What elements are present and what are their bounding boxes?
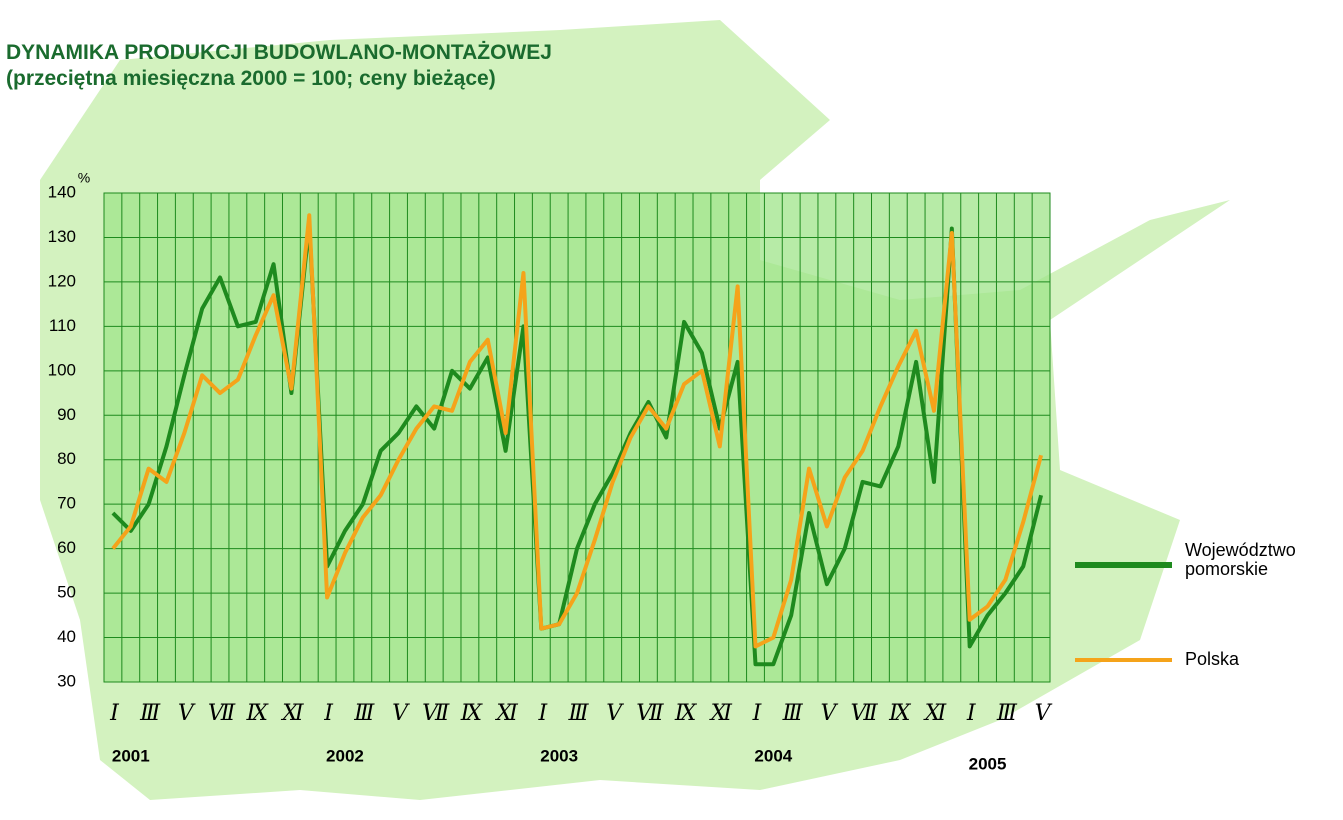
legend-label: Polska: [1185, 649, 1240, 669]
y-tick-label: 40: [57, 627, 76, 646]
y-tick-label: 140: [48, 182, 76, 201]
line-series: [111, 213, 1044, 649]
y-tick-label: 30: [57, 671, 76, 690]
y-tick-label: 110: [49, 316, 76, 335]
y-tick-label: 80: [57, 449, 76, 468]
y-axis-label: %: [78, 170, 90, 186]
year-label: 2001: [112, 746, 150, 765]
y-tick-label: 130: [48, 227, 76, 246]
legend-label: Województwo pomorskie: [1185, 540, 1296, 579]
chart-subtitle: (przeciętna miesięczna 2000 = 100; ceny …: [6, 67, 496, 90]
chart-title: DYNAMIKA PRODUKCJI BUDOWLANO-MONTAŻOWEJ: [6, 41, 552, 64]
title-block: DYNAMIKA PRODUKCJI BUDOWLANO-MONTAŻOWEJ …: [6, 40, 552, 92]
year-label: 2005: [969, 754, 1007, 773]
y-tick-label: 100: [48, 360, 76, 379]
y-tick-label: 90: [57, 405, 76, 424]
y-tick-label: 60: [57, 538, 76, 557]
y-tick-label: 70: [57, 494, 76, 513]
plot-area: [103, 192, 1051, 683]
x-tick-label: V: [1035, 701, 1053, 726]
x-tick-label: VII: [422, 701, 451, 726]
line-series: [111, 222, 1044, 667]
x-tick-label: VII: [208, 701, 237, 726]
year-label: 2003: [540, 746, 578, 765]
y-tick-label: 50: [57, 583, 76, 602]
year-label: 2002: [326, 746, 364, 765]
year-label: 2004: [754, 746, 792, 765]
y-tick-label: 120: [48, 271, 76, 290]
